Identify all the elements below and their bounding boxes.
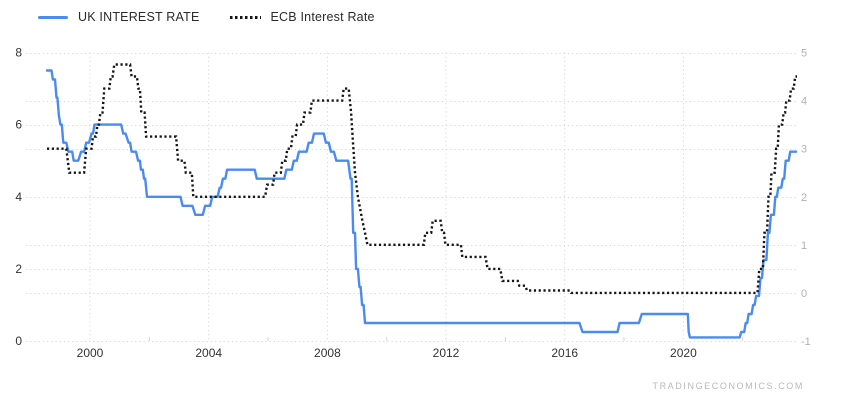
x-axis-tick-label: 2016 (551, 346, 578, 360)
x-axis-tick-label: 2008 (314, 346, 341, 360)
y-axis-left-tick-label: 6 (15, 118, 22, 132)
y-axis-left-tick-label: 2 (15, 262, 22, 276)
y-axis-right-tick-label: 0 (801, 288, 807, 300)
legend-item-uk-interest-rate[interactable]: UK INTEREST RATE (38, 10, 200, 24)
uk-legend-label: UK INTEREST RATE (78, 10, 200, 24)
x-axis-tick-label: 2004 (195, 346, 222, 360)
x-axis-tick-label: 2020 (670, 346, 697, 360)
x-axis-tick-label: 2012 (433, 346, 460, 360)
watermark: TRADINGECONOMICS.COM (652, 381, 804, 391)
ecb-interest-rate-line[interactable] (47, 63, 797, 295)
y-axis-left-tick-label: 4 (15, 190, 22, 204)
y-axis-left-tick-label: 8 (15, 46, 22, 60)
ecb-legend-label: ECB Interest Rate (270, 10, 375, 24)
y-axis-left-tick-label: 0 (15, 334, 22, 348)
uk-line-swatch (38, 15, 68, 19)
y-axis-right-tick-label: -1 (801, 336, 811, 348)
legend-item-ecb-interest-rate[interactable]: ECB Interest Rate (229, 10, 375, 24)
y-axis-right-tick-label: 4 (801, 96, 807, 108)
y-axis-right-tick-label: 1 (801, 240, 807, 252)
y-axis-right-tick-label: 5 (801, 48, 807, 60)
x-axis-tick-label: 2000 (77, 346, 104, 360)
y-axis-right-tick-label: 2 (801, 192, 807, 204)
legend: UK INTEREST RATE ECB Interest Rate (38, 10, 375, 24)
ecb-line-swatch (229, 15, 261, 19)
uk-interest-rate-line[interactable] (45, 69, 798, 339)
y-axis-right-tick-label: 3 (801, 144, 807, 156)
